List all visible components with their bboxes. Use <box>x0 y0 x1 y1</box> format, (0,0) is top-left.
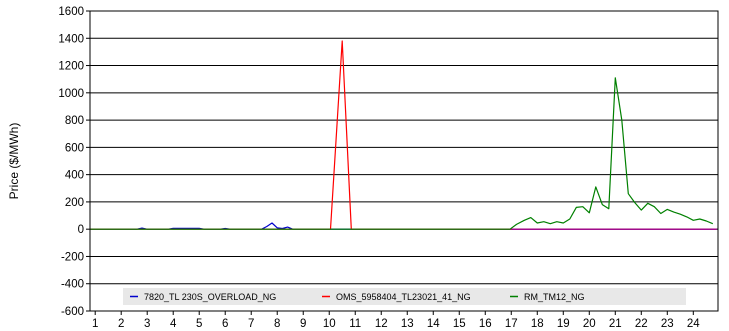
x-tick-label: 20 <box>583 318 596 330</box>
legend-label: OMS_5958404_TL23021_41_NG <box>336 292 471 302</box>
x-tick-label: 9 <box>300 318 306 330</box>
x-tick-label: 4 <box>170 318 177 330</box>
x-tick-label: 23 <box>661 318 674 330</box>
y-tick-label: 1600 <box>58 6 84 18</box>
y-axis-title: Price ($/MWh) <box>7 123 21 200</box>
plot-frame <box>89 10 719 312</box>
x-tick-label: 3 <box>144 318 150 330</box>
series-lines <box>90 40 717 230</box>
x-tick-label: 11 <box>349 318 361 330</box>
x-tick-label: 8 <box>274 318 280 330</box>
x-tick-label: 17 <box>505 318 518 330</box>
y-tick-label: 400 <box>65 170 84 182</box>
x-tick-label: 21 <box>609 318 622 330</box>
x-tick-label: 13 <box>401 318 414 330</box>
y-tick-label: 200 <box>65 197 84 209</box>
x-tick-label: 5 <box>196 318 202 330</box>
gridlines <box>90 10 718 312</box>
legend: 7820_TL 230S_OVERLOAD_NG OMS_5958404_TL23… <box>123 288 686 305</box>
y-tick-label: -200 <box>61 251 84 263</box>
y-tick-label: 1200 <box>58 61 84 73</box>
y-tick-label: 600 <box>65 142 84 154</box>
series-line-2 <box>90 77 714 230</box>
x-tick-label: 18 <box>531 318 544 330</box>
x-tick-label: 15 <box>453 318 466 330</box>
x-tick-label: 6 <box>222 318 228 330</box>
x-tick-label: 19 <box>557 318 570 330</box>
x-tick-label: 22 <box>635 318 648 330</box>
x-tick-label: 1 <box>92 318 98 330</box>
x-tick-label: 2 <box>118 318 124 330</box>
y-tick-label: -400 <box>61 279 84 291</box>
x-tick-label: 12 <box>375 318 388 330</box>
x-tick-label: 10 <box>323 318 336 330</box>
x-tick-label: 24 <box>687 318 700 330</box>
x-tick-label: 7 <box>248 318 254 330</box>
y-tick-label: -600 <box>61 306 84 318</box>
y-tick-label: 0 <box>78 224 84 236</box>
y-tick-label: 1400 <box>58 33 84 45</box>
legend-label: 7820_TL 230S_OVERLOAD_NG <box>144 292 276 302</box>
y-axis-ticks: -600 -400 -200 0 200 400 600 800 1000 1200 1400 160… <box>58 6 90 318</box>
x-tick-label: 14 <box>427 318 440 330</box>
legend-label: RM_TM12_NG <box>524 292 585 302</box>
y-tick-label: 1000 <box>58 88 84 100</box>
y-tick-label: 800 <box>65 115 84 127</box>
legend-box <box>123 288 686 305</box>
x-tick-label: 16 <box>479 318 492 330</box>
x-axis-ticks: 1 2 3 4 5 6 7 8 9 10 11 12 13 14 15 16 17 18 19 20 21 22 23 24 <box>92 311 700 330</box>
series-line-0 <box>90 222 717 230</box>
